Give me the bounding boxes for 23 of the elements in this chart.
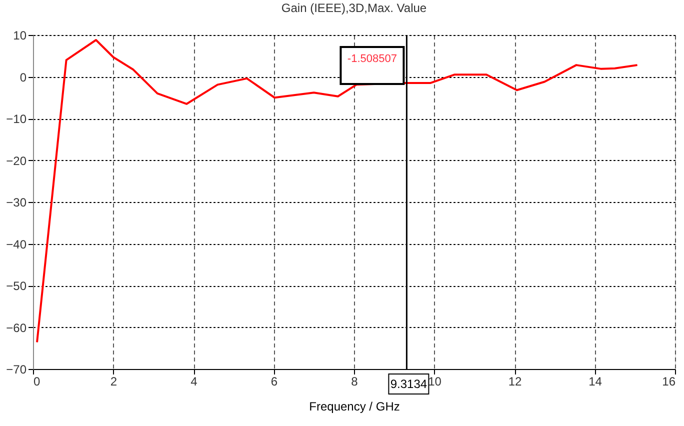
y-tick-label: −30 bbox=[6, 196, 27, 210]
x-tick-label: 8 bbox=[351, 374, 358, 388]
x-tick-label: 14 bbox=[588, 374, 602, 388]
x-tick-label: 4 bbox=[190, 374, 198, 388]
ref-line-label: 9.3134 bbox=[390, 377, 428, 391]
y-tick-label: 10 bbox=[13, 28, 27, 42]
x-tick-label: 2 bbox=[110, 374, 118, 388]
y-tick-label: −10 bbox=[6, 112, 27, 126]
x-tick-label: 16 bbox=[662, 374, 676, 388]
y-tick-label: −20 bbox=[6, 154, 27, 168]
x-tick-label: 6 bbox=[270, 374, 278, 388]
y-tick-label: −50 bbox=[6, 279, 27, 293]
x-tick-label: 12 bbox=[508, 374, 522, 388]
y-tick-label: −70 bbox=[6, 362, 27, 376]
line-series bbox=[36, 39, 638, 344]
y-tick-label: −60 bbox=[6, 320, 27, 335]
x-tick-label: 0 bbox=[34, 374, 40, 388]
y-tick-label: −40 bbox=[6, 237, 27, 252]
chart-title: Gain (IEEE),3D,Max. Value bbox=[281, 1, 427, 15]
x-axis-title: Frequency / GHz bbox=[309, 400, 400, 414]
annotation: -1.508507 bbox=[347, 53, 397, 66]
y-tick-label: 0 bbox=[20, 70, 27, 84]
x-tick-label: 10 bbox=[428, 374, 442, 388]
